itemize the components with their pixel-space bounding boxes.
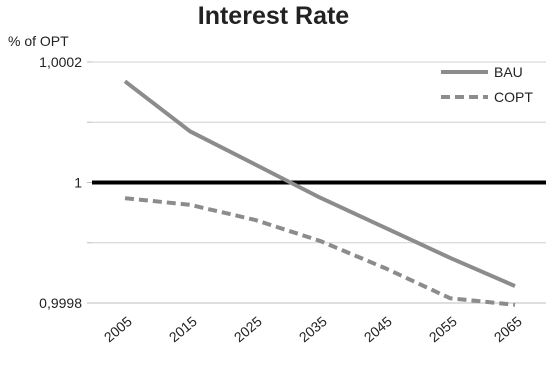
x-tick-label: 2065 [491, 313, 525, 345]
x-tick-label: 2025 [231, 313, 265, 345]
x-tick-label: 2055 [426, 313, 460, 345]
legend-copt-label: COPT [494, 89, 533, 105]
series-line-bau [123, 79, 516, 288]
legend-bau-label: BAU [494, 64, 523, 80]
y-tick-label: 1 [74, 175, 82, 191]
y-tick-label: 0,9998 [39, 295, 82, 311]
x-tick-label: 2035 [296, 313, 330, 345]
y-tick-labels: 0,9998 1 1,0002 [39, 54, 82, 311]
series-lines [123, 79, 516, 307]
series-line-copt [124, 196, 516, 307]
y-axis-label: % of OPT [8, 33, 69, 49]
x-tick-label: 2015 [166, 313, 200, 345]
x-tick-labels: 2005 2015 2025 2035 2045 2055 2065 [101, 313, 525, 345]
x-tick-label: 2045 [361, 313, 395, 345]
x-tick-label: 2005 [101, 313, 135, 345]
y-tick-label: 1,0002 [39, 54, 82, 70]
chart-title: Interest Rate [197, 2, 350, 30]
legend: BAU COPT [441, 64, 533, 105]
